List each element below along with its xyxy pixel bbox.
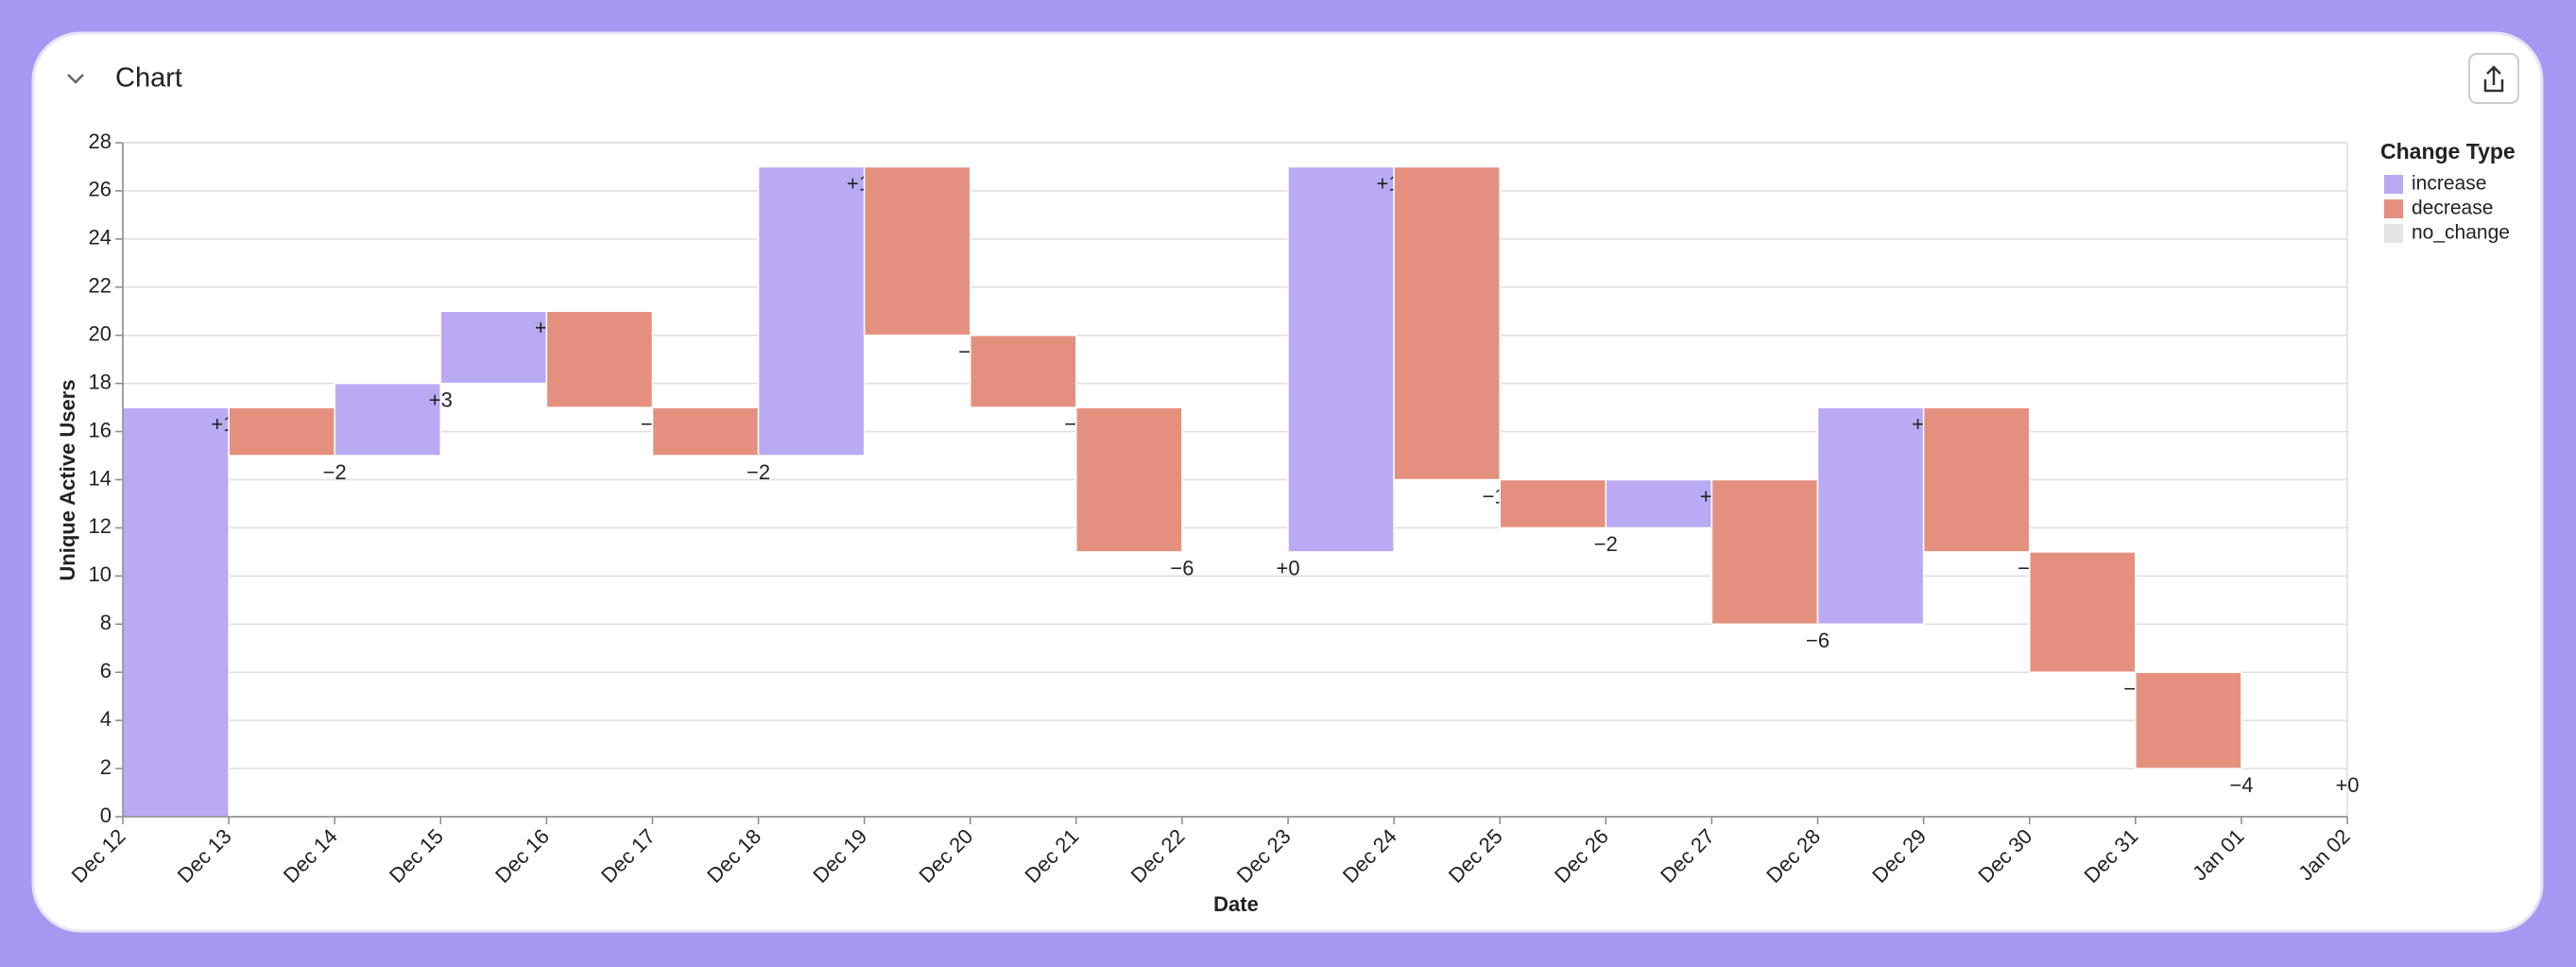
bar [1922, 406, 2031, 553]
share-button[interactable] [2468, 53, 2519, 104]
bar [1499, 478, 1607, 529]
bar [1710, 478, 1819, 626]
y-tick-label: 12 [89, 514, 112, 538]
bar [122, 406, 230, 818]
y-tick-label: 10 [89, 562, 112, 586]
legend-label: increase [2412, 173, 2486, 195]
y-tick-label: 20 [89, 322, 112, 346]
bar [1605, 478, 1713, 529]
y-tick-label: 14 [89, 466, 112, 490]
y-tick-label: 6 [100, 659, 112, 682]
legend-swatch [2384, 175, 2403, 194]
bar [1816, 406, 1925, 626]
legend-label: decrease [2412, 198, 2493, 219]
collapse-chevron[interactable] [67, 74, 84, 84]
legend-title: Change Type [2380, 139, 2516, 164]
bar [439, 310, 548, 385]
y-tick-label: 18 [89, 370, 112, 393]
bar [334, 382, 442, 457]
y-tick-label: 16 [89, 418, 112, 441]
value-label: −2 [323, 460, 347, 484]
y-tick-label: 22 [89, 274, 112, 298]
value-label: −6 [1806, 629, 1829, 652]
bar [651, 406, 760, 457]
bar [1393, 165, 1501, 481]
value-label: +0 [1277, 557, 1300, 580]
value-label: +3 [429, 388, 453, 411]
y-tick-label: 26 [89, 178, 112, 201]
bar [863, 165, 971, 337]
value-label: −2 [747, 460, 770, 484]
y-tick-label: 28 [89, 130, 112, 153]
bar [1287, 165, 1395, 553]
legend-swatch [2384, 199, 2403, 218]
bar [228, 406, 335, 457]
bar [2135, 671, 2242, 769]
bar [757, 165, 866, 457]
bar [1075, 406, 1183, 553]
y-tick-label: 4 [100, 707, 112, 731]
value-label: −2 [1594, 532, 1618, 556]
y-tick-label: 0 [100, 803, 112, 827]
panel-title: Chart [115, 63, 182, 94]
y-axis-title: Unique Active Users [56, 379, 79, 580]
y-tick-label: 24 [89, 226, 112, 250]
bar [2028, 551, 2137, 673]
bar [545, 310, 654, 408]
value-label: +0 [2335, 773, 2359, 797]
y-tick-label: 2 [100, 755, 112, 779]
legend-swatch [2384, 224, 2403, 243]
bar [970, 334, 1077, 408]
value-label: −4 [2229, 773, 2253, 797]
value-label: −6 [1170, 557, 1194, 580]
y-tick-label: 8 [100, 611, 112, 634]
legend-label: no_change [2412, 222, 2510, 244]
x-axis-title: Date [1213, 892, 1259, 916]
